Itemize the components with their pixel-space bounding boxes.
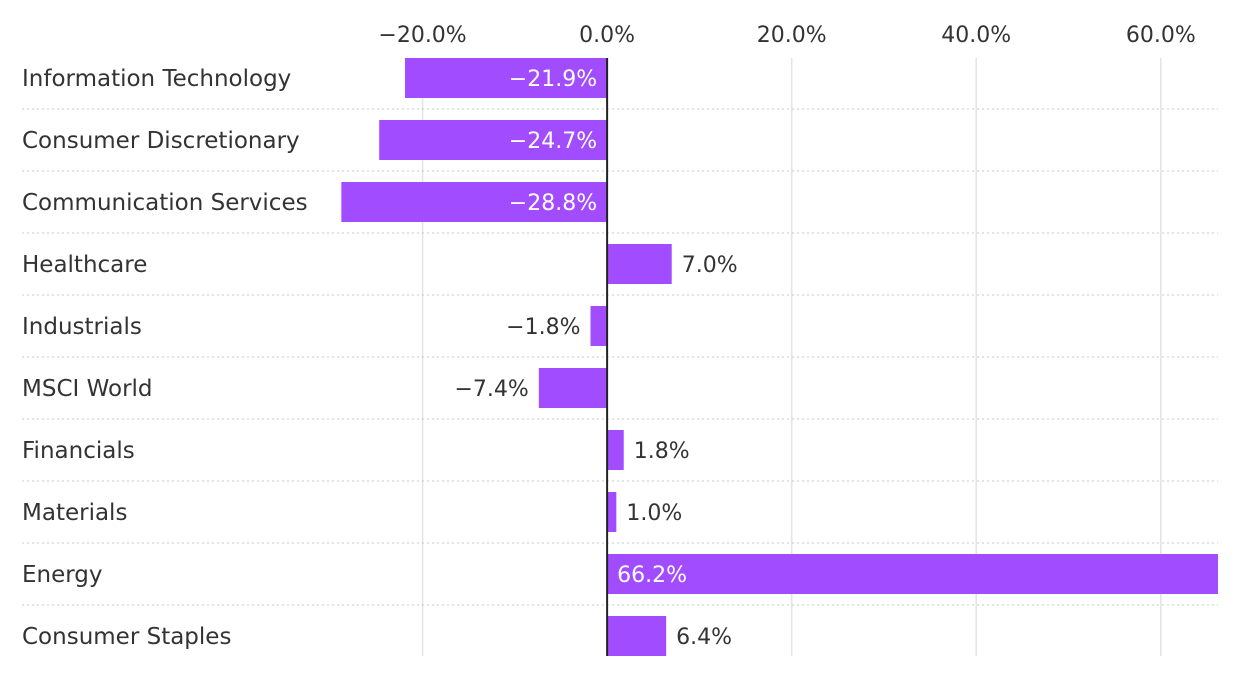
bar bbox=[538, 368, 608, 408]
bar bbox=[607, 492, 617, 532]
value-label: −28.8% bbox=[509, 191, 597, 216]
value-label: 66.2% bbox=[617, 563, 687, 588]
category-label: Information Technology bbox=[22, 66, 291, 92]
bar bbox=[341, 182, 608, 222]
category-label: Healthcare bbox=[22, 252, 147, 278]
category-labels: Information Technology Consumer Discretio… bbox=[22, 66, 308, 650]
bar bbox=[607, 554, 1218, 594]
x-tick-label: 40.0% bbox=[941, 23, 1011, 48]
value-label: −24.7% bbox=[509, 129, 597, 154]
category-label: Industrials bbox=[22, 314, 142, 340]
bar bbox=[607, 244, 672, 284]
category-label: Materials bbox=[22, 500, 127, 526]
value-label: 1.0% bbox=[626, 501, 682, 526]
category-label: MSCI World bbox=[22, 376, 153, 402]
category-label: Consumer Staples bbox=[22, 624, 231, 650]
category-label: Communication Services bbox=[22, 190, 308, 216]
value-labels: −21.9% −24.7% −28.8% 7.0% −1.8% −7.4% 1.8% 1.0%… bbox=[455, 67, 738, 650]
bar bbox=[607, 616, 667, 656]
value-label: 7.0% bbox=[682, 253, 738, 278]
x-tick-label: −20.0% bbox=[378, 23, 466, 48]
x-tick-label: 60.0% bbox=[1126, 23, 1196, 48]
bar bbox=[405, 58, 608, 98]
value-label: −7.4% bbox=[455, 377, 529, 402]
value-label: 1.8% bbox=[634, 439, 690, 464]
category-label: Consumer Discretionary bbox=[22, 128, 300, 154]
value-label: −1.8% bbox=[506, 315, 580, 340]
bar bbox=[379, 120, 608, 160]
x-tick-label: 0.0% bbox=[579, 23, 635, 48]
bar bbox=[590, 306, 608, 346]
category-label: Financials bbox=[22, 438, 135, 464]
value-label: 6.4% bbox=[676, 625, 732, 650]
value-label: −21.9% bbox=[509, 67, 597, 92]
bars-layer bbox=[341, 58, 1218, 656]
category-label: Energy bbox=[22, 562, 103, 588]
bar bbox=[607, 430, 624, 470]
x-tick-label: 20.0% bbox=[757, 23, 827, 48]
x-axis-ticks: −20.0% 0.0% 20.0% 40.0% 60.0% bbox=[378, 23, 1195, 48]
grid-layer bbox=[22, 58, 1218, 656]
